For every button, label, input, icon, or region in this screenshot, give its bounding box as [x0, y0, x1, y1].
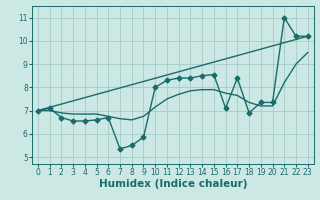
- X-axis label: Humidex (Indice chaleur): Humidex (Indice chaleur): [99, 179, 247, 189]
